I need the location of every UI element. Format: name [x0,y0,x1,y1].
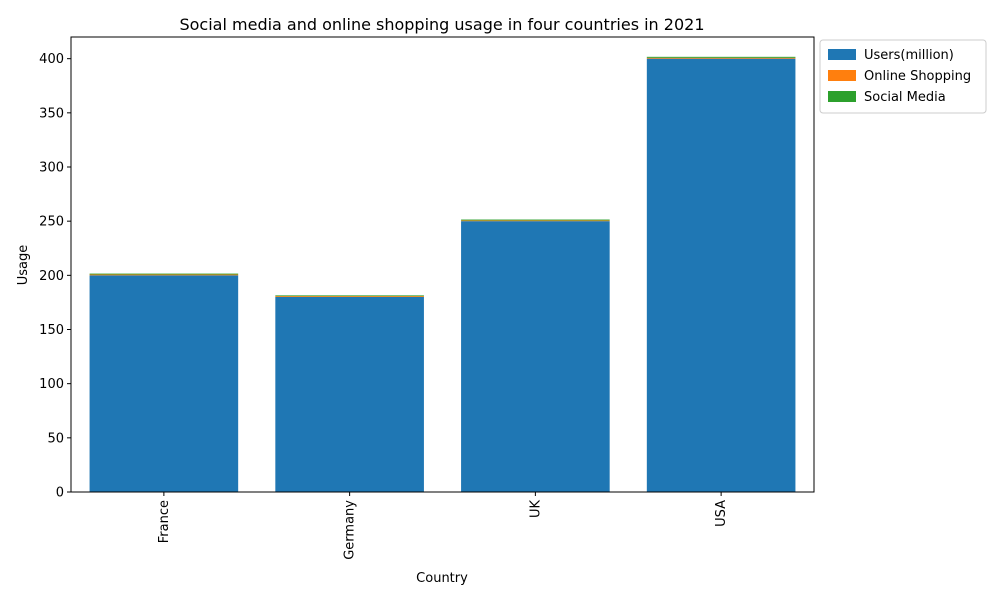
legend-swatch [828,70,856,81]
y-tick-label: 300 [39,161,64,176]
y-tick-label: 350 [39,106,64,121]
legend-label: Online Shopping [864,69,971,84]
y-tick-label: 200 [39,269,64,284]
plot-frame [70,36,815,493]
bar-social-media-germany [275,295,424,297]
x-axis: France Germany UK USA [157,492,729,560]
bar-social-media-usa [646,56,796,58]
chart-title: Social media and online shopping usage i… [179,15,704,34]
bar-online-shopping-uk [461,220,610,222]
bar-online-shopping-france [89,274,239,276]
bar-users-million-germany [275,297,424,492]
legend-label: Social Media [864,90,946,105]
y-tick-label: 250 [39,215,64,230]
x-axis-label: Country [416,571,468,586]
bar-online-shopping-usa [646,57,796,59]
bars-group [89,56,796,493]
y-tick-label: 50 [47,431,64,446]
legend-swatch [828,91,856,102]
bar-users-million-france [89,275,239,492]
legend-label: Users(million) [864,48,954,63]
legend: Users(million) Online Shopping Social Medi… [819,39,987,114]
legend-frame [819,39,987,114]
y-axis-label: Usage [16,245,31,286]
bar-users-million-uk [461,221,610,492]
y-tick-label: 0 [56,486,64,501]
x-tick-label: USA [714,500,729,527]
y-tick-label: 150 [39,323,64,338]
bar-online-shopping-germany [275,296,424,297]
y-tick-label: 100 [39,377,64,392]
bar-social-media-france [89,273,239,275]
bar-social-media-uk [461,219,610,221]
bar-users-million-usa [646,58,796,493]
x-tick-label: UK [528,500,543,519]
legend-swatch [828,49,856,60]
x-tick-label: France [157,500,172,543]
x-tick-label: Germany [343,500,358,560]
y-tick-label: 400 [39,52,64,67]
y-axis: 0 50 100 150 200 250 300 350 400 [39,52,71,501]
